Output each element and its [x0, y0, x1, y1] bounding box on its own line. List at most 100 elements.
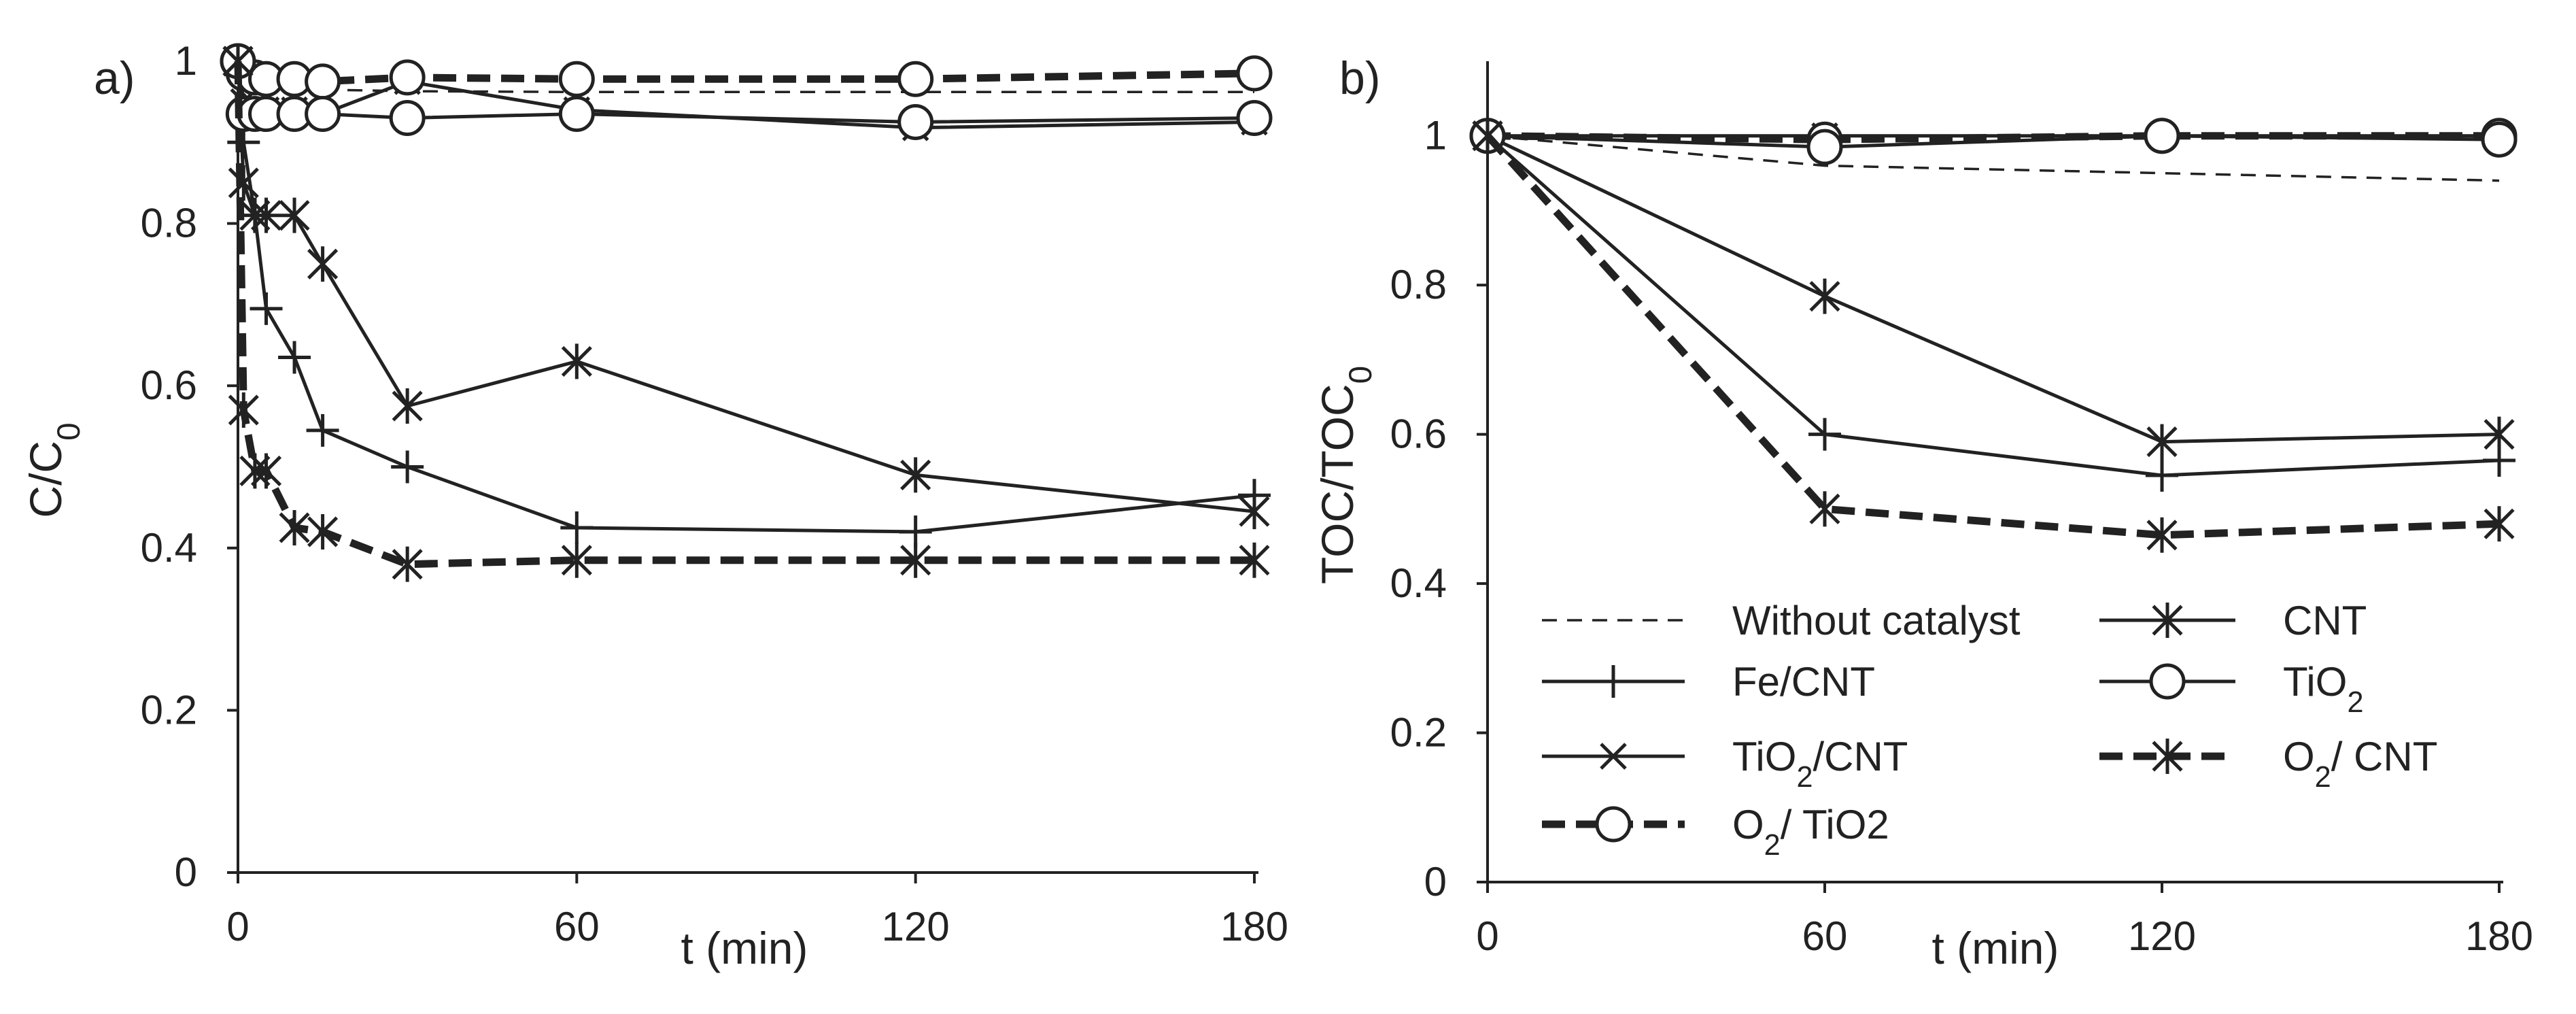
legend-label: CNT — [2283, 598, 2367, 643]
legend-marker — [1595, 806, 1632, 843]
data-point-o2-tio2 — [558, 61, 595, 97]
series-line-fe-cnt — [1486, 134, 2500, 477]
x-tick-label: 60 — [1802, 913, 1848, 959]
x-axis-title: t (min) — [1932, 923, 2059, 973]
data-point-tio2 — [558, 96, 595, 133]
data-point-tio2 — [897, 103, 934, 140]
y-tick-label: 0.6 — [141, 362, 197, 408]
data-point-o2-cnt — [250, 453, 282, 489]
panel-a: 0 0.2 0.4 0.6 0.8 1 0 60 120 180 t (min) C/C0 a) — [20, 38, 1288, 973]
data-point-fe-cnt — [391, 450, 424, 484]
data-point-cnt — [250, 197, 282, 233]
series-line-o2-cnt — [234, 61, 1254, 569]
legend: Without catalyst CNT Fe/CNT TiO2 TiO2/CNT O2/… — [1542, 598, 2437, 862]
x-tick-label: 60 — [554, 904, 600, 949]
data-point-tio2 — [1806, 129, 1843, 165]
series-o2-cnt — [222, 44, 1270, 582]
x-tick-label: 120 — [882, 904, 950, 949]
data-point-o2-cnt — [2484, 506, 2515, 542]
x-tick-label: 0 — [226, 904, 249, 949]
data-point-fe-cnt — [560, 511, 594, 544]
data-point-cnt — [2484, 416, 2515, 452]
series-line-without-catalyst — [1487, 134, 2500, 182]
data-point-cnt — [900, 457, 931, 493]
data-point-cnt — [307, 246, 339, 282]
legend-label: TiO2 — [2283, 659, 2363, 719]
y-tick-label: 0 — [1424, 859, 1447, 905]
y-axis-title: C/C0 — [20, 422, 87, 518]
data-point-o2-cnt — [2146, 517, 2178, 553]
y-tick-label: 0.8 — [1390, 262, 1447, 307]
legend-marker — [2152, 603, 2183, 638]
panel-label: b) — [1339, 52, 1380, 104]
data-point-cnt — [561, 343, 592, 379]
legend-label: O2/ CNT — [2283, 734, 2437, 794]
series-line-fe-cnt — [236, 61, 1255, 534]
data-point-o2-tio2 — [389, 59, 426, 96]
data-point-fe-cnt — [278, 341, 311, 374]
data-point-o2-cnt — [561, 542, 592, 578]
y-tick-label: 1 — [1424, 113, 1447, 158]
series-tio2-cnt — [224, 48, 1268, 141]
data-point-fe-cnt — [1808, 418, 1841, 451]
y-tick-label: 0.4 — [141, 525, 197, 571]
data-point-tio2 — [389, 100, 426, 137]
legend-label: O2/ TiO2 — [1732, 802, 1889, 862]
data-point-o2-cnt — [222, 44, 254, 79]
legend-label: TiO2/CNT — [1732, 734, 1908, 794]
legend-entry-without-catalyst: Without catalyst — [1542, 598, 2021, 643]
legend-entry-o2-tio2: O2/ TiO2 — [1542, 802, 1889, 862]
data-point-o2-tio2 — [305, 63, 341, 100]
series-o2-cnt — [1472, 118, 2515, 553]
data-point-o2-cnt — [307, 513, 339, 550]
legend-label: Fe/CNT — [1732, 659, 1875, 705]
data-point-fe-cnt — [250, 292, 283, 325]
series-line-o2-cnt — [1484, 133, 2500, 539]
y-tick-label: 0 — [175, 849, 197, 895]
legend-entry-o2-cnt: O2/ CNT — [2099, 734, 2437, 794]
y-axis-title: TOC/TOC0 — [1312, 366, 1379, 584]
y-tick-label: 0.8 — [141, 201, 197, 246]
series-line-cnt — [1486, 134, 2500, 444]
data-point-cnt — [2146, 424, 2178, 460]
data-point-cnt — [279, 197, 310, 233]
data-point-o2-tio2 — [1236, 55, 1273, 92]
data-point-o2-tio2 — [897, 61, 934, 97]
legend-label: Without catalyst — [1732, 598, 2021, 643]
data-point-fe-cnt — [306, 413, 339, 447]
legend-entry-cnt: CNT — [2099, 598, 2367, 643]
panel-b: 0 0.2 0.4 0.6 0.8 1 0 60 120 180 t (min) TOC/TOC0 b) — [1312, 52, 2533, 973]
data-point-cnt — [1239, 494, 1270, 530]
legend-marker — [1600, 743, 1627, 770]
legend-marker — [1597, 665, 1630, 698]
series-line-tio2 — [1487, 134, 2500, 149]
y-tick-label: 0.2 — [141, 687, 197, 732]
y-tick-label: 0.6 — [1390, 411, 1447, 457]
x-axis-title: t (min) — [681, 923, 808, 973]
data-point-o2-cnt — [900, 542, 931, 578]
data-point-o2-cnt — [1472, 118, 1503, 154]
series-without-catalyst — [1487, 134, 2500, 182]
data-point-o2-cnt — [279, 509, 310, 545]
series-tio2 — [1469, 118, 2518, 165]
data-point-o2-cnt — [1239, 542, 1270, 578]
x-tick-label: 120 — [2128, 913, 2196, 959]
x-tick-label: 180 — [2465, 913, 2533, 959]
x-tick-label: 0 — [1476, 913, 1498, 959]
y-tick-label: 0.2 — [1390, 710, 1447, 756]
data-point-tio2 — [2144, 118, 2180, 154]
data-point-fe-cnt — [2146, 458, 2178, 492]
legend-entry-tio2-cnt: TiO2/CNT — [1542, 734, 1908, 794]
legend-marker — [2149, 663, 2186, 700]
data-point-o2-cnt — [228, 392, 259, 428]
legend-marker — [2152, 739, 2183, 774]
data-point-cnt — [392, 388, 423, 424]
data-point-o2-cnt — [392, 546, 423, 582]
panel-label: a) — [94, 52, 135, 104]
series-fe-cnt — [1471, 119, 2515, 492]
series-line-cnt — [236, 61, 1255, 513]
x-tick-label: 180 — [1220, 904, 1288, 949]
legend-entry-tio2: TiO2 — [2099, 659, 2363, 719]
y-tick-label: 0.4 — [1390, 560, 1447, 606]
